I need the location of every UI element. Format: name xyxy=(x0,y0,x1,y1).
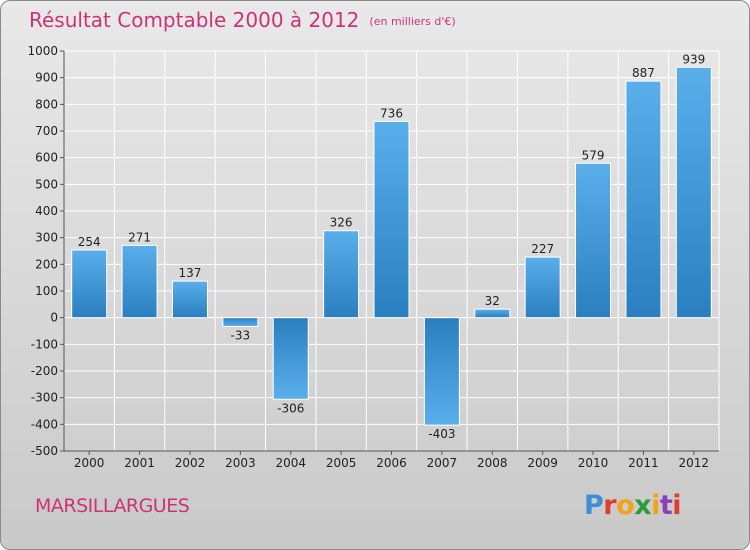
x-tick-label: 2012 xyxy=(679,456,710,470)
y-tick-label: 400 xyxy=(35,204,58,218)
axes xyxy=(60,50,719,455)
y-tick-label: 200 xyxy=(35,257,58,271)
commune-name: MARSILLARGUES xyxy=(35,495,190,517)
value-label: 137 xyxy=(179,266,202,280)
bar xyxy=(373,120,410,319)
bar xyxy=(272,317,309,400)
x-tick-label: 2008 xyxy=(477,456,508,470)
y-tick-label: -400 xyxy=(31,417,58,431)
logo-letter: r xyxy=(603,490,617,521)
chart-title: Résultat Comptable 2000 à 2012 (en millie… xyxy=(29,8,456,32)
x-tick-label: 2004 xyxy=(275,456,306,470)
value-label: 32 xyxy=(485,294,500,308)
y-tick-label: 600 xyxy=(35,151,58,165)
logo-letter: i xyxy=(651,490,660,521)
logo-letter: o xyxy=(616,490,635,521)
value-label: 579 xyxy=(582,148,605,162)
value-label: 939 xyxy=(682,52,705,66)
bar xyxy=(171,280,208,319)
bar xyxy=(222,317,259,327)
bars xyxy=(71,66,712,426)
y-tick-label: -500 xyxy=(31,444,58,458)
bar xyxy=(423,317,460,426)
x-tick-label: 2002 xyxy=(175,456,206,470)
bar xyxy=(575,162,612,319)
value-label: 227 xyxy=(531,242,554,256)
y-tick-label: 800 xyxy=(35,97,58,111)
y-tick-label: -100 xyxy=(31,337,58,351)
bar xyxy=(121,244,158,319)
value-label: -33 xyxy=(231,328,251,342)
value-label: 326 xyxy=(330,216,353,230)
value-label: 254 xyxy=(78,235,101,249)
logo-letter: x xyxy=(634,490,652,521)
x-tick-label: 2003 xyxy=(225,456,256,470)
y-tick-label: 100 xyxy=(35,284,58,298)
bar xyxy=(71,249,108,319)
y-tick-label: 900 xyxy=(35,71,58,85)
value-label: 887 xyxy=(632,66,655,80)
value-label: -403 xyxy=(428,427,455,441)
bar xyxy=(675,66,712,319)
bar xyxy=(625,80,662,319)
y-tick-label: 0 xyxy=(50,311,58,325)
x-tick-label: 2007 xyxy=(427,456,458,470)
y-tick-labels: 10009008007006005004003002001000-100-200… xyxy=(27,44,58,458)
y-tick-label: 300 xyxy=(35,231,58,245)
bar xyxy=(524,256,561,319)
logo-letter: P xyxy=(584,490,604,521)
proxiti-logo: Proxiti xyxy=(584,490,682,521)
logo-letter: t xyxy=(659,490,673,521)
x-tick-label: 2000 xyxy=(74,456,105,470)
x-tick-label: 2005 xyxy=(326,456,357,470)
x-tick-label: 2006 xyxy=(376,456,407,470)
chart-title-text: Résultat Comptable 2000 à 2012 xyxy=(29,8,360,32)
value-labels: 254 271 137 -33 -306 326 736 -403 32 227 579 887 939 xyxy=(78,52,706,441)
value-label: 736 xyxy=(380,106,403,120)
x-tick-label: 2009 xyxy=(527,456,558,470)
y-tick-label: 500 xyxy=(35,177,58,191)
x-tick-labels: 2000 2001 2002 2003 2004 2005 2006 2007 2008 2009… xyxy=(74,456,709,470)
logo-letter: i xyxy=(672,490,682,521)
x-tick-label: 2011 xyxy=(628,456,659,470)
bar xyxy=(474,308,511,319)
value-label: -306 xyxy=(277,401,304,415)
y-tick-label: -300 xyxy=(31,391,58,405)
x-tick-label: 2010 xyxy=(578,456,609,470)
bar xyxy=(323,230,360,319)
value-label: 271 xyxy=(128,230,151,244)
y-tick-label: 700 xyxy=(35,124,58,138)
y-tick-label: 1000 xyxy=(27,44,58,58)
chart-unit-note: (en milliers d'€) xyxy=(369,15,456,28)
y-tick-label: -200 xyxy=(31,364,58,378)
x-tick-label: 2001 xyxy=(124,456,155,470)
